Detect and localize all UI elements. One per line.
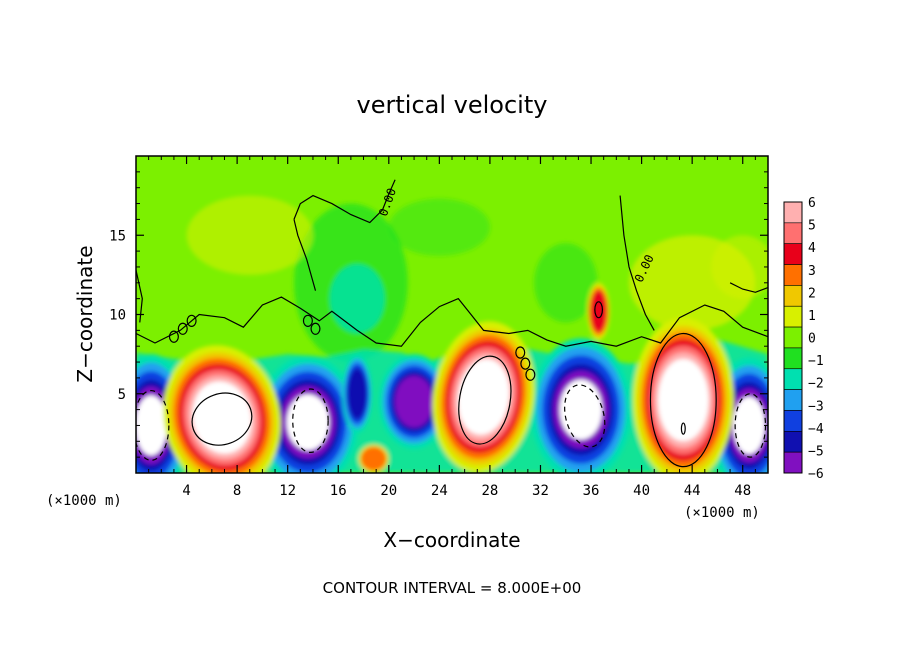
colorbar-swatch	[783, 305, 803, 328]
y-tick-label: 5	[118, 387, 126, 403]
downdraft-lobe	[394, 375, 434, 428]
colorbar-tick-label: 6	[808, 196, 816, 211]
x-tick-label: 28	[481, 483, 498, 499]
colorbar-swatch	[783, 410, 803, 432]
small-contour-loop	[302, 314, 313, 327]
colorbar-tick-label: −2	[808, 377, 824, 392]
plot-area: 0.000.00	[136, 156, 768, 473]
colorbar-tick-label: −6	[808, 467, 824, 482]
colorbar-tick-label: −1	[808, 354, 824, 369]
colorbar-tick-label: 4	[808, 241, 816, 256]
colorbar-tick-label: 1	[808, 309, 816, 324]
colorbar-tick-label: 2	[808, 286, 816, 301]
updraft-plume	[658, 358, 709, 442]
downdraft-lobe	[733, 396, 765, 455]
small-contour-loop	[168, 330, 179, 343]
negative-contour	[292, 388, 329, 453]
colorbar-tick-label: 5	[808, 219, 816, 234]
small-contour-loop	[310, 322, 321, 335]
x-tick-label: 36	[583, 483, 600, 499]
x-tick-label: 48	[734, 483, 751, 499]
weak-downdraft-region	[534, 243, 598, 323]
x-tick-label: 40	[633, 483, 650, 499]
y-tick-label: 15	[109, 228, 126, 244]
y-tick-label: 10	[109, 308, 126, 324]
colorbar-swatch	[783, 243, 803, 265]
zero-contour	[729, 282, 768, 293]
x-tick-label: 12	[279, 483, 296, 499]
downdraft-lobe	[286, 394, 330, 451]
y-axis: 5 10 15	[109, 171, 768, 458]
updraft-plume	[361, 447, 387, 471]
contour-lines	[136, 179, 768, 468]
velocity-field	[136, 195, 768, 473]
zero-contour	[619, 195, 655, 331]
positive-contour	[191, 392, 253, 446]
x-tick-label: 24	[431, 483, 448, 499]
weak-updraft-region	[711, 235, 768, 299]
downdraft-lobe	[559, 379, 603, 440]
updraft-plume	[590, 290, 608, 333]
small-contour-loop	[525, 368, 536, 381]
colorbar-swatch	[783, 201, 803, 224]
colorbar-tick-label: −3	[808, 399, 824, 414]
x-tick-label: 16	[330, 483, 347, 499]
contour-interval-note: CONTOUR INTERVAL = 8.000E+00	[323, 579, 582, 597]
chart-title: vertical velocity	[357, 91, 548, 119]
x-unit-right: (×1000 m)	[684, 505, 760, 521]
colorbar-tick-label: −5	[808, 444, 824, 459]
downdraft-lobe	[136, 395, 168, 456]
colorbar-swatch	[783, 285, 803, 307]
negative-contour	[136, 389, 170, 461]
y-axis-label: Z−coordinate	[73, 245, 97, 382]
colorbar-swatch	[783, 222, 803, 244]
colorbar-swatch	[783, 326, 803, 349]
small-contour-loop	[186, 314, 197, 327]
x-tick-label: 44	[684, 483, 701, 499]
x-tick-label: 20	[380, 483, 397, 499]
colorbar-swatch	[783, 431, 803, 453]
x-tick-label: 4	[182, 483, 190, 499]
colorbar: 6 5 4 3 2 1 0 −1 −2 −3 −4 −5 −6	[783, 196, 824, 482]
positive-contour	[649, 332, 717, 468]
positive-contour	[680, 422, 686, 435]
colorbar-swatch	[783, 264, 803, 286]
small-contour-loop	[520, 357, 531, 370]
zero-contour	[293, 179, 396, 224]
colorbar-frame	[783, 201, 803, 474]
downdraft-lobe	[347, 368, 367, 420]
colorbar-tick-label: 0	[808, 332, 816, 347]
weak-downdraft-region	[388, 198, 490, 256]
small-contour-loop	[177, 322, 188, 335]
x-axis-label: X−coordinate	[383, 528, 520, 552]
x-unit-left: (×1000 m)	[46, 493, 122, 509]
colorbar-swatch	[783, 368, 803, 390]
colorbar-swatch	[783, 451, 803, 474]
colorbar-swatch	[783, 389, 803, 411]
zero-contour	[136, 296, 768, 347]
small-contour-loop	[515, 346, 526, 359]
zero-contour	[293, 219, 317, 291]
updraft-plume	[192, 381, 252, 454]
updraft-plume	[458, 359, 510, 435]
positive-contour	[458, 355, 512, 445]
x-axis: 4 8 12 16 20 24 28 32 36 40 44 48	[148, 156, 756, 499]
x-tick-label: 32	[532, 483, 549, 499]
colorbar-tick-label: 3	[808, 264, 816, 279]
weak-updraft-region	[186, 195, 313, 275]
colorbar-swatch	[783, 347, 803, 370]
colorbar-tick-label: −4	[808, 422, 824, 437]
weak-downdraft-region	[329, 263, 386, 334]
x-tick-label: 8	[233, 483, 241, 499]
positive-contour	[594, 301, 604, 319]
